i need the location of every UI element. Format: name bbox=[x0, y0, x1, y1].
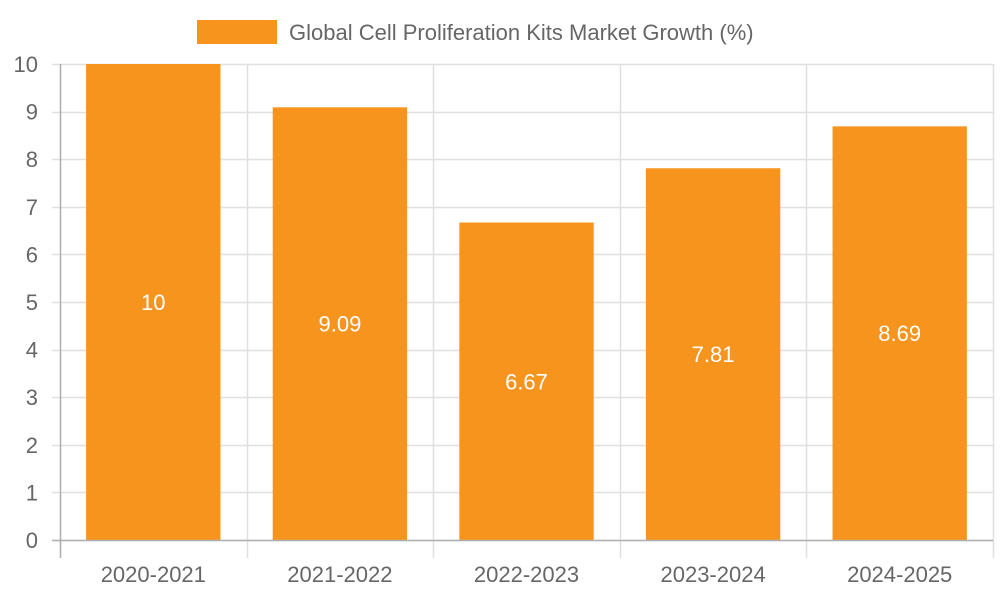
y-tick-label-1: 1 bbox=[26, 480, 38, 505]
data-label-2021-2022: 9.09 bbox=[318, 312, 361, 337]
legend[interactable]: Global Cell Proliferation Kits Market Gr… bbox=[197, 20, 754, 45]
x-tick-label-2022-2023: 2022-2023 bbox=[474, 562, 579, 587]
axes bbox=[52, 64, 993, 558]
bars bbox=[86, 64, 967, 540]
legend-swatch bbox=[197, 20, 277, 44]
y-tick-label-0: 0 bbox=[26, 528, 38, 553]
bar-2020-2021[interactable] bbox=[86, 64, 221, 540]
y-tick-label-9: 9 bbox=[26, 100, 38, 125]
bar-2022-2023[interactable] bbox=[459, 222, 594, 540]
x-tick-label-2023-2024: 2023-2024 bbox=[660, 562, 765, 587]
x-axis-ticks: 2020-2021 2021-2022 2022-2023 2023-2024 2024… bbox=[101, 562, 953, 587]
x-tick-label-2024-2025: 2024-2025 bbox=[847, 562, 952, 587]
y-axis-ticks: 0 1 2 3 4 5 6 7 8 9 10 bbox=[14, 52, 38, 553]
y-tick-label-7: 7 bbox=[26, 195, 38, 220]
data-labels: 10 9.09 6.67 7.81 8.69 bbox=[141, 290, 921, 394]
data-label-2024-2025: 8.69 bbox=[878, 321, 921, 346]
bar-2024-2025[interactable] bbox=[832, 126, 967, 540]
y-tick-label-6: 6 bbox=[26, 242, 38, 267]
y-tick-label-2: 2 bbox=[26, 433, 38, 458]
data-label-2022-2023: 6.67 bbox=[505, 369, 548, 394]
x-tick-label-2020-2021: 2020-2021 bbox=[101, 562, 206, 587]
y-tick-label-8: 8 bbox=[26, 147, 38, 172]
y-tick-label-4: 4 bbox=[26, 338, 38, 363]
y-tick-label-10: 10 bbox=[14, 52, 38, 77]
x-tick-label-2021-2022: 2021-2022 bbox=[287, 562, 392, 587]
legend-label: Global Cell Proliferation Kits Market Gr… bbox=[289, 20, 754, 45]
bar-2021-2022[interactable] bbox=[272, 107, 408, 540]
y-tick-label-3: 3 bbox=[26, 385, 38, 410]
data-label-2020-2021: 10 bbox=[141, 290, 165, 315]
data-label-2023-2024: 7.81 bbox=[692, 342, 735, 367]
y-tick-label-5: 5 bbox=[26, 290, 38, 315]
bar-2023-2024[interactable] bbox=[645, 168, 781, 540]
